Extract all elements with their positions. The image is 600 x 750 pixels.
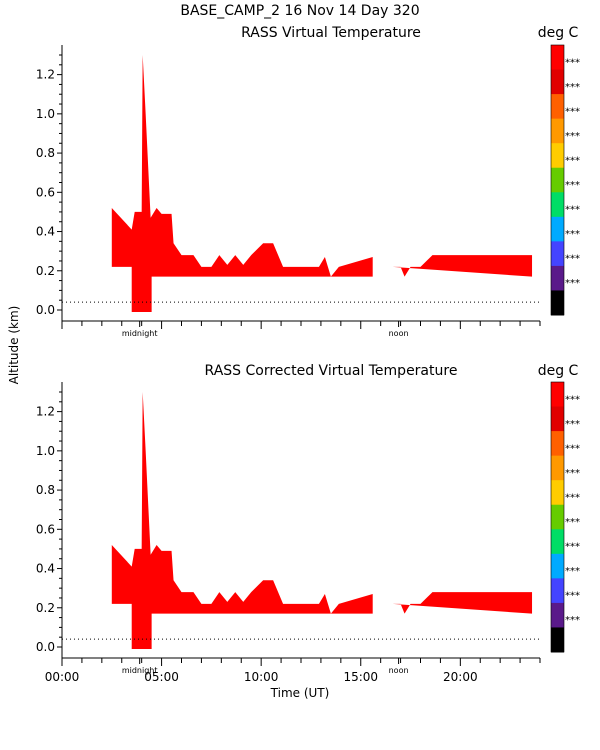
- colorbar-swatch: [551, 290, 564, 316]
- y-tick-label: 0.6: [36, 522, 55, 536]
- colorbar-label: ***: [565, 542, 580, 553]
- colorbar-swatch: [551, 504, 564, 530]
- colorbar-swatch: [551, 167, 564, 193]
- colorbar-swatch: [551, 480, 564, 506]
- colorbar-label: ***: [565, 566, 580, 577]
- colorbar-label: ***: [565, 106, 580, 117]
- y-tick-label: 0.8: [36, 146, 55, 160]
- colorbar-swatch: [551, 118, 564, 144]
- panel-1: RASS Virtual Temperature deg C 0.0 0.2 0.4 0.…: [36, 25, 580, 338]
- colorbar-label: ***: [565, 443, 580, 454]
- x-tick-label: 15:00: [343, 670, 378, 684]
- y-tick-label: 1.0: [36, 444, 55, 458]
- midnight-label: midnight: [122, 666, 158, 675]
- y-tick-label: 0.4: [36, 562, 55, 576]
- midnight-label: midnight: [122, 329, 158, 338]
- colorbar-frame: [550, 44, 565, 316]
- colorbar-label: ***: [565, 155, 580, 166]
- colorbar-swatch: [551, 627, 564, 653]
- y-tick-label: 1.2: [36, 68, 55, 82]
- colorbar-label: ***: [565, 492, 580, 503]
- y-tick-label: 0.6: [36, 185, 55, 199]
- x-tick-label: 10:00: [244, 670, 279, 684]
- data-area-late: [392, 255, 533, 277]
- colorbar-label: ***: [565, 419, 580, 430]
- colorbar-swatch: [551, 94, 564, 120]
- data-area-main: [111, 55, 373, 312]
- colorbar-swatch: [551, 192, 564, 218]
- colorbar-swatch: [551, 216, 564, 242]
- y-tick-label: 1.2: [36, 405, 55, 419]
- colorbar-label: ***: [565, 517, 580, 528]
- colorbar-label: ***: [565, 180, 580, 191]
- panel-title: RASS Corrected Virtual Temperature: [205, 363, 458, 379]
- colorbar-swatch: [551, 382, 564, 408]
- x-tick-label: 05:00: [144, 670, 179, 684]
- figure-title: BASE_CAMP_2 16 Nov 14 Day 320: [180, 3, 419, 19]
- y-tick-label: 0.2: [36, 601, 55, 615]
- colorbar-label: ***: [565, 205, 580, 216]
- colorbar-swatch: [551, 455, 564, 481]
- colorbar-swatch: [551, 602, 564, 628]
- colorbar-swatch: [551, 406, 564, 432]
- colorbar-swatch: [551, 143, 564, 169]
- colorbar-label: ***: [565, 254, 580, 265]
- y-tick-label: 0.0: [36, 303, 55, 317]
- colorbar-label: ***: [565, 278, 580, 289]
- y-axis-label: Altitude (km): [7, 306, 21, 385]
- noon-label: noon: [389, 666, 409, 675]
- colorbar-unit: deg C: [538, 363, 579, 379]
- colorbar-label: ***: [565, 468, 580, 479]
- colorbar-label: ***: [565, 229, 580, 240]
- colorbar-swatch: [551, 45, 564, 71]
- colorbar-swatch: [551, 578, 564, 604]
- colorbar-label: ***: [565, 394, 580, 405]
- panel-2: RASS Corrected Virtual Temperature deg C 0…: [36, 363, 580, 684]
- colorbar-label: ***: [565, 82, 580, 93]
- panel-title: RASS Virtual Temperature: [241, 25, 421, 41]
- colorbar-swatch: [551, 69, 564, 95]
- colorbar-unit: deg C: [538, 25, 579, 41]
- colorbar-label: ***: [565, 615, 580, 626]
- colorbar-label: ***: [565, 591, 580, 602]
- colorbar-swatch: [551, 265, 564, 291]
- y-tick-label: 0.8: [36, 483, 55, 497]
- colorbar-frame: [550, 381, 565, 653]
- y-tick-label: 0.4: [36, 225, 55, 239]
- panels: RASS Virtual Temperature deg C 0.0 0.2 0.4 0.…: [36, 25, 580, 684]
- data-area-main: [111, 392, 373, 649]
- x-axis-label: Time (UT): [270, 686, 330, 700]
- y-tick-label: 0.0: [36, 640, 55, 654]
- x-tick-label: 20:00: [443, 670, 478, 684]
- x-tick-label: 00:00: [45, 670, 80, 684]
- data-area-late: [392, 592, 533, 614]
- colorbar-swatch: [551, 431, 564, 457]
- colorbar-swatch: [551, 241, 564, 267]
- y-tick-label: 1.0: [36, 107, 55, 121]
- colorbar-swatch: [551, 529, 564, 555]
- colorbar-label: ***: [565, 131, 580, 142]
- noon-label: noon: [389, 329, 409, 338]
- colorbar-swatch: [551, 553, 564, 579]
- colorbar-label: ***: [565, 57, 580, 68]
- y-tick-label: 0.2: [36, 264, 55, 278]
